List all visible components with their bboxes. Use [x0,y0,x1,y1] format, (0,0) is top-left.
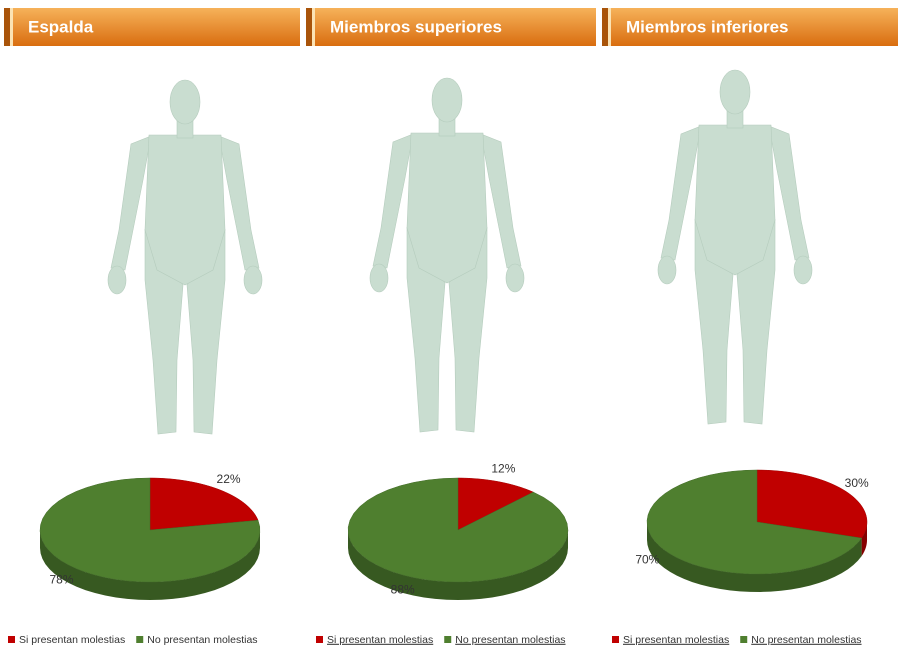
header-title: Miembros superiores [330,17,502,36]
legend-swatch [612,636,619,643]
data-label: 88% [391,583,415,597]
data-label: 30% [845,476,869,490]
legend-label: No presentan molestias [455,634,565,646]
data-label: 22% [217,472,241,486]
legend-label: No presentan molestias [751,634,861,646]
header-tab-light [10,8,13,46]
legend-label: No presentan molestias [147,634,257,646]
header-tab-light [312,8,315,46]
legend-swatch [8,636,15,643]
legend-swatch [444,636,451,643]
header-tab [602,8,608,46]
body-figure [658,70,812,424]
legend-swatch [740,636,747,643]
legend-label: Si presentan molestias [327,634,433,646]
data-label: 70% [635,552,659,566]
body-figure [370,78,524,432]
data-label: 12% [491,462,515,476]
header-title: Espalda [28,17,94,36]
data-label: 78% [49,572,73,586]
pie-slice [348,478,568,582]
legend-swatch [136,636,143,643]
legend-swatch [316,636,323,643]
header-tab [306,8,312,46]
header-tab [4,8,10,46]
legend-label: Si presentan molestias [623,634,729,646]
legend-label: Si presentan molestias [19,634,125,646]
header-title: Miembros inferiores [626,17,789,36]
header-tab-light [608,8,611,46]
body-figure [108,80,262,434]
page: Espalda 22% 78% Si presentan molestias No pr… [0,0,904,649]
